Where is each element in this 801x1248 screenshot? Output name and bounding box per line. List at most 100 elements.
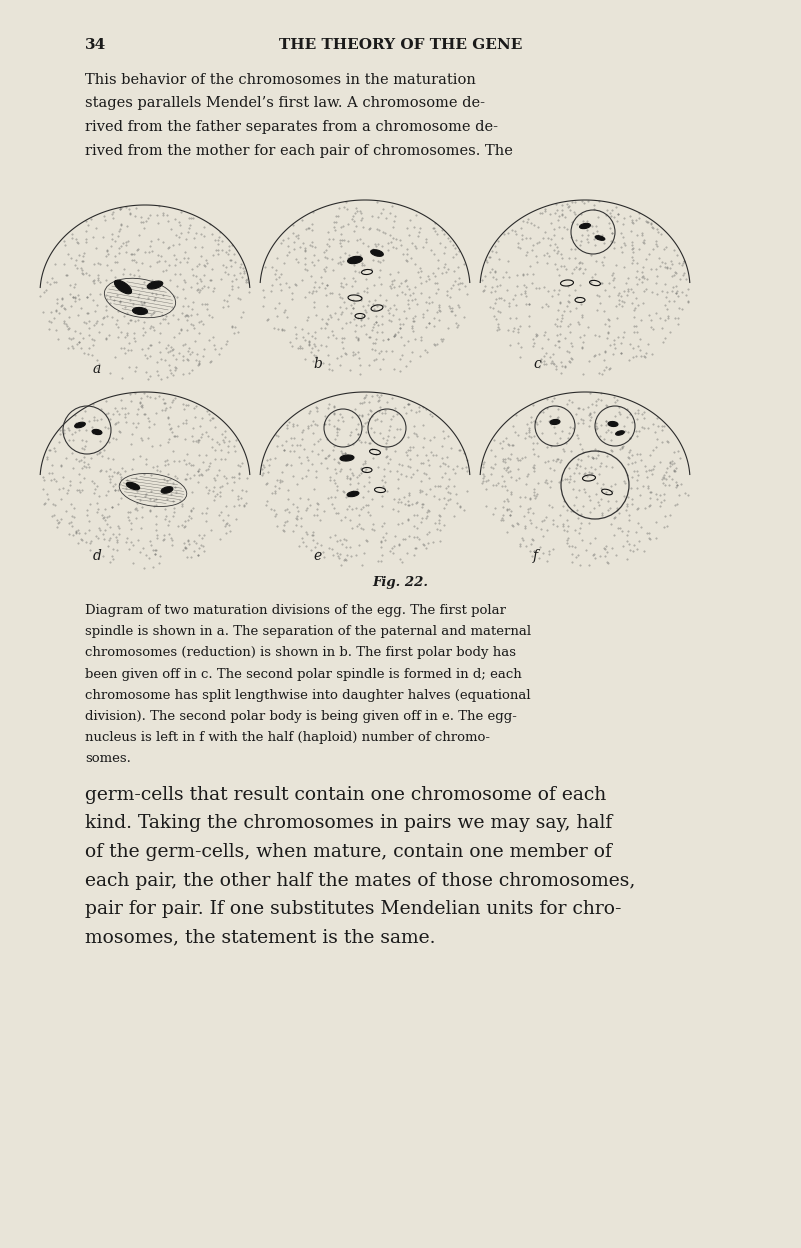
Point [288, 442, 300, 462]
Point [309, 467, 322, 487]
Point [594, 293, 606, 313]
Point [459, 276, 472, 296]
Point [406, 464, 419, 484]
Point [162, 432, 175, 452]
Point [78, 437, 91, 457]
Point [574, 252, 586, 272]
Point [162, 408, 175, 428]
Point [655, 421, 668, 441]
Point [397, 334, 410, 354]
Point [290, 509, 303, 529]
Point [373, 252, 386, 272]
Point [338, 443, 351, 463]
Point [103, 293, 116, 313]
Point [481, 470, 494, 490]
Point [183, 217, 195, 237]
Point [402, 485, 415, 505]
Point [331, 452, 344, 472]
Point [308, 237, 321, 257]
Point [315, 453, 328, 473]
Point [340, 198, 353, 218]
Point [371, 218, 384, 238]
Point [573, 523, 586, 543]
Point [592, 207, 605, 227]
Point [212, 243, 225, 263]
Point [179, 512, 191, 532]
Point [605, 514, 618, 534]
Point [306, 525, 319, 545]
Point [322, 346, 335, 366]
Point [503, 293, 516, 313]
Point [151, 364, 164, 384]
Point [572, 449, 585, 469]
Point [381, 329, 394, 349]
Point [183, 507, 195, 527]
Point [227, 243, 240, 263]
Point [453, 497, 466, 517]
Point [361, 404, 374, 424]
Point [115, 197, 127, 217]
Point [370, 312, 383, 332]
Point [356, 306, 368, 326]
Point [119, 404, 131, 424]
Point [162, 515, 175, 535]
Point [190, 223, 203, 243]
Point [310, 281, 323, 301]
Point [119, 297, 131, 317]
Point [602, 316, 615, 336]
Point [675, 298, 688, 318]
Point [167, 364, 179, 384]
Point [171, 426, 183, 446]
Point [513, 495, 526, 515]
Point [625, 253, 638, 273]
Point [622, 510, 635, 530]
Point [433, 513, 445, 533]
Point [369, 233, 382, 253]
Point [427, 334, 440, 354]
Point [497, 498, 509, 518]
Point [166, 422, 179, 442]
Point [215, 439, 227, 459]
Point [665, 253, 678, 273]
Point [576, 253, 589, 273]
Point [275, 263, 288, 283]
Point [61, 266, 74, 286]
Point [68, 291, 81, 311]
Point [175, 202, 187, 222]
Point [91, 493, 104, 513]
Point [344, 468, 356, 488]
Point [480, 251, 493, 271]
Point [90, 218, 103, 238]
Point [525, 213, 537, 233]
Point [350, 216, 363, 236]
Point [618, 417, 630, 437]
Point [295, 508, 308, 528]
Point [484, 247, 497, 267]
Point [627, 347, 640, 367]
Point [551, 300, 564, 319]
Point [286, 216, 299, 236]
Point [669, 477, 682, 497]
Point [439, 454, 452, 474]
Point [386, 406, 399, 426]
Point [280, 245, 293, 265]
Point [336, 288, 348, 308]
Point [62, 513, 75, 533]
Point [119, 197, 132, 217]
Point [650, 260, 662, 280]
Point [437, 488, 450, 508]
Point [173, 323, 186, 343]
Point [161, 464, 174, 484]
Point [489, 242, 502, 262]
Point [101, 240, 114, 260]
Point [599, 545, 612, 565]
Point [560, 258, 573, 278]
Point [594, 389, 607, 409]
Point [91, 349, 103, 369]
Point [417, 428, 430, 448]
Point [179, 469, 191, 489]
Point [545, 286, 558, 306]
Point [363, 409, 376, 429]
Point [352, 466, 365, 485]
Point [352, 329, 364, 349]
